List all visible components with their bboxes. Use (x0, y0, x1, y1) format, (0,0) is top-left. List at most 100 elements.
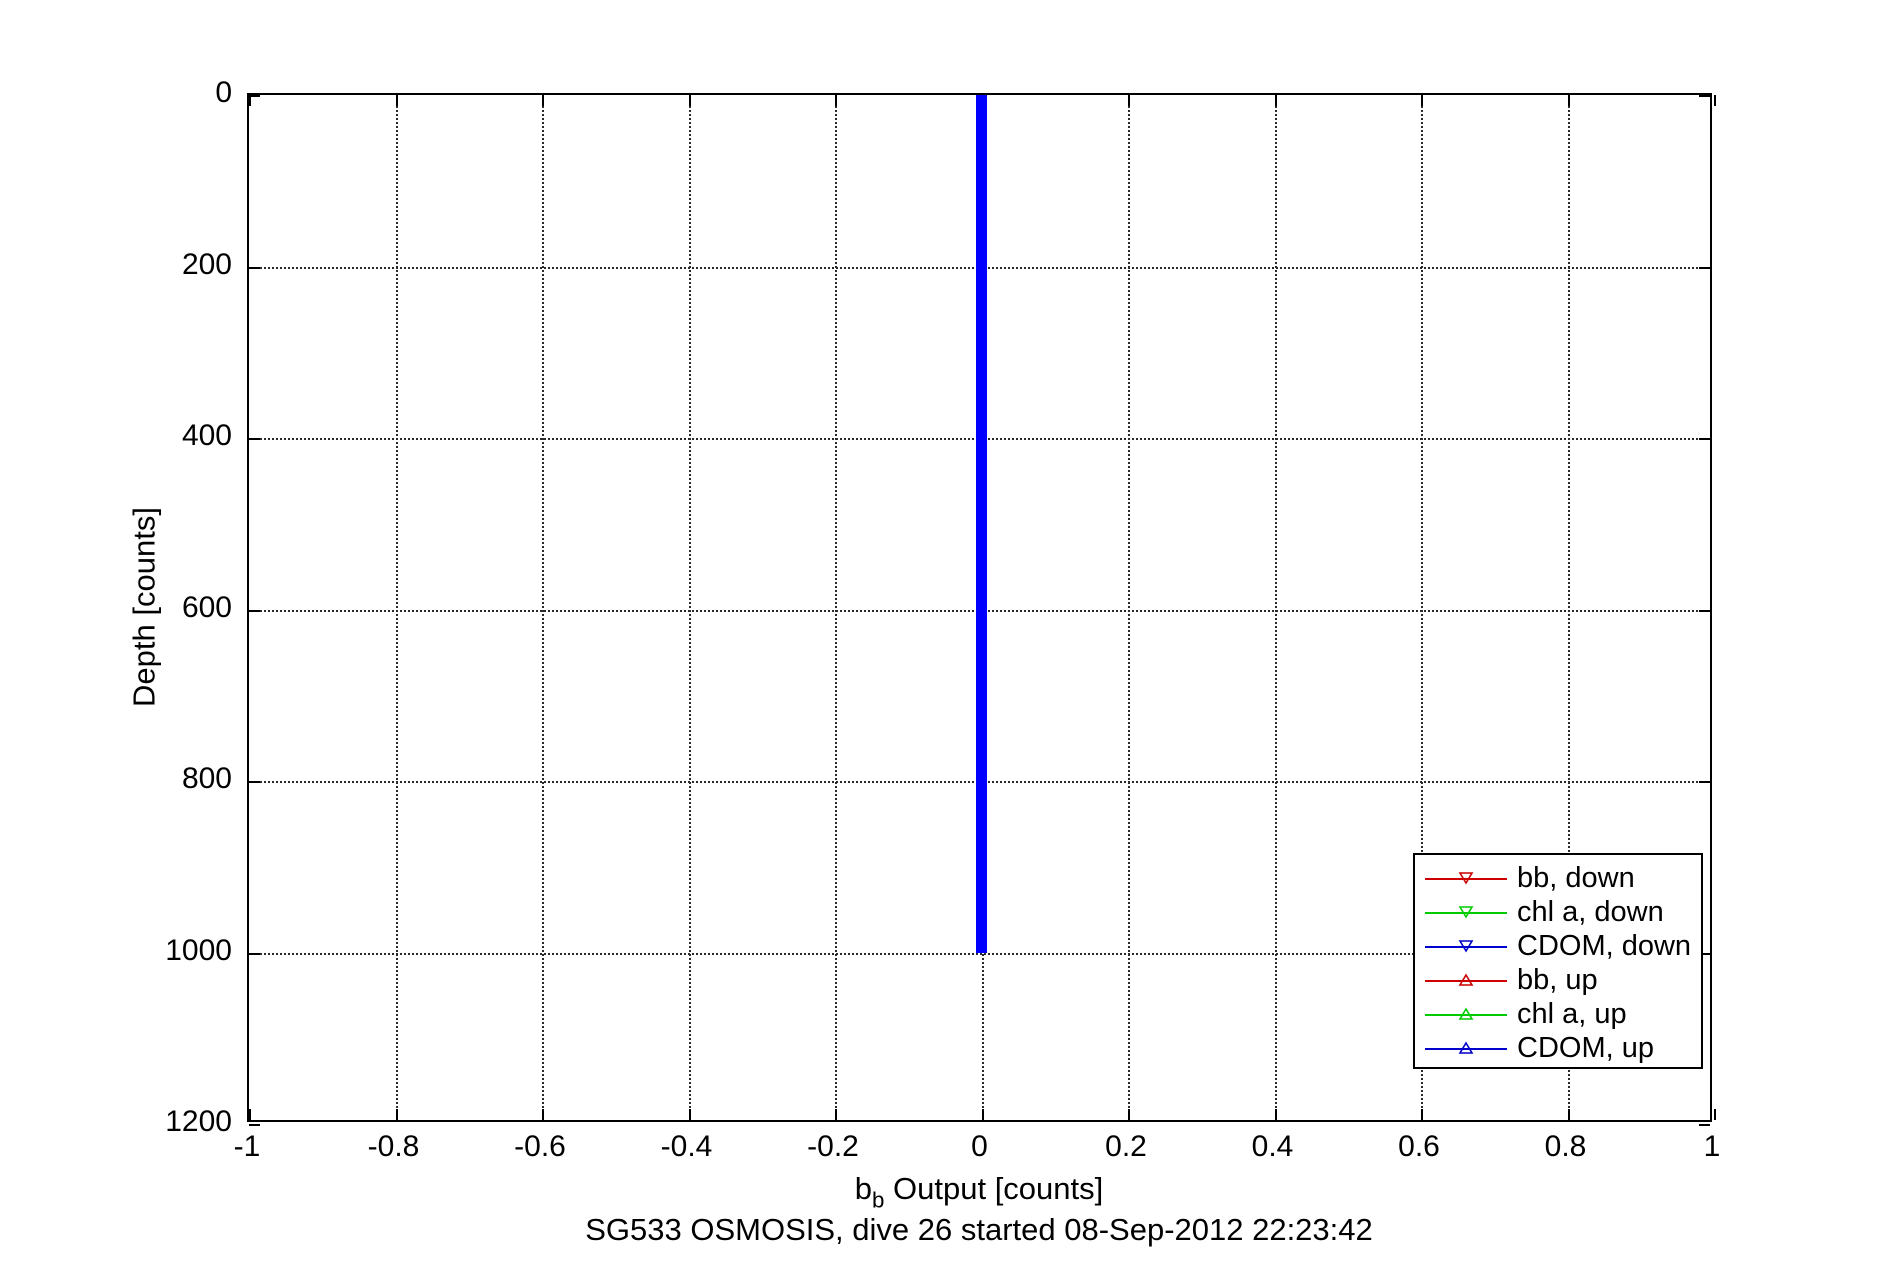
x-axis-tick-label: -0.2 (807, 1130, 859, 1163)
legend-line (1425, 1048, 1507, 1050)
x-axis-tick (249, 1109, 251, 1120)
x-axis-tick (1128, 95, 1130, 106)
x-axis-tick-label: -0.4 (660, 1130, 713, 1163)
y-axis-tick-label: 1000 (165, 933, 232, 967)
x-axis-tick (395, 1109, 398, 1120)
x-axis-tick (981, 1109, 984, 1120)
x-axis-tick (835, 95, 837, 106)
legend-line-sample (1425, 867, 1507, 889)
x-axis-tick (1714, 95, 1716, 106)
gridline-vertical (1274, 95, 1277, 1120)
x-axis-label-rest: Output [counts] (884, 1171, 1104, 1206)
y-axis-tick (249, 609, 260, 612)
x-axis-tick (1567, 1109, 1570, 1120)
y-axis-tick-label: 1200 (165, 1105, 232, 1138)
legend-line (1425, 946, 1507, 948)
legend-box[interactable]: bb, down chl a, down CDOM, down bb, up chl a… (1413, 853, 1703, 1069)
figure-caption: SG533 OSMOSIS, dive 26 started 08-Sep-20… (585, 1212, 1373, 1247)
legend-label: chl a, down (1517, 895, 1664, 928)
legend-line-sample (1425, 935, 1507, 957)
x-axis-tick-label: -0.6 (514, 1130, 566, 1163)
y-axis-tick-label: 0 (215, 76, 232, 109)
legend-line-sample (1425, 1037, 1507, 1059)
x-axis-label: bb Output [counts] (855, 1173, 1104, 1212)
y-axis-tick-label: 400 (181, 419, 232, 452)
legend-label: chl a, up (1517, 997, 1627, 1030)
x-axis-tick (688, 1109, 691, 1120)
legend-line-sample (1425, 1003, 1507, 1025)
y-axis-tick (249, 438, 260, 440)
x-axis-tick (1421, 1109, 1423, 1120)
y-axis-tick (249, 1124, 260, 1126)
x-axis-tick (542, 95, 544, 106)
x-axis-tick (1714, 1109, 1716, 1120)
legend-entry[interactable]: CDOM, up (1415, 1031, 1701, 1065)
x-axis-tick-label: 0 (971, 1130, 988, 1163)
gridline-vertical (395, 95, 398, 1120)
gridline-vertical (1567, 95, 1570, 1120)
x-axis-tick (542, 1109, 544, 1120)
x-axis-tick-label: 0.4 (1251, 1130, 1294, 1163)
y-axis-tick (1699, 1124, 1710, 1126)
legend-line (1425, 912, 1507, 914)
y-axis-tick (1699, 95, 1710, 97)
x-axis-tick (1128, 1109, 1130, 1120)
gridline-vertical (1421, 95, 1423, 1120)
triangle-up-icon (1458, 1040, 1474, 1056)
legend-line-sample (1425, 969, 1507, 991)
data-trace-band (975, 95, 988, 953)
x-axis-tick (1567, 95, 1570, 106)
gridline-vertical (1128, 95, 1130, 1120)
triangle-up-icon (1458, 972, 1474, 988)
legend-entry[interactable]: chl a, down (1415, 895, 1701, 929)
triangle-down-icon (1458, 904, 1474, 920)
y-axis-tick (249, 781, 260, 783)
x-axis-tick (835, 1109, 837, 1120)
legend-label: bb, down (1517, 861, 1635, 894)
y-axis-tick-label: 600 (181, 590, 232, 624)
triangle-down-icon (1458, 938, 1474, 954)
y-axis-tick (249, 95, 260, 97)
y-axis-tick (1699, 438, 1710, 440)
x-axis-tick-label: -1 (233, 1130, 261, 1163)
y-axis-tick (1699, 266, 1710, 269)
legend-line (1425, 878, 1507, 880)
y-axis-tick (249, 952, 260, 955)
x-axis-tick (1274, 1109, 1277, 1120)
gridline-vertical (542, 95, 544, 1120)
triangle-down-icon (1458, 870, 1474, 886)
legend-label: bb, up (1517, 963, 1598, 996)
y-axis-tick (1699, 952, 1710, 955)
y-axis-label: Depth [counts] (126, 507, 162, 707)
legend-entry[interactable]: CDOM, down (1415, 929, 1701, 963)
y-axis-tick (1699, 609, 1710, 612)
x-axis-tick (1421, 95, 1423, 106)
x-axis-tick-label: 0.8 (1544, 1130, 1587, 1163)
x-axis-tick (688, 95, 691, 106)
x-axis-label-subscript: b (871, 1187, 885, 1213)
y-axis-tick-label: 800 (181, 762, 232, 795)
x-axis-tick-label: -0.8 (367, 1130, 420, 1163)
gridline-vertical (835, 95, 837, 1120)
legend-label: CDOM, up (1517, 1031, 1654, 1064)
x-axis-tick (1274, 95, 1277, 106)
y-axis-tick-label: 200 (181, 247, 232, 281)
y-axis-tick (1699, 781, 1710, 783)
x-axis-tick (249, 95, 251, 106)
legend-line (1425, 1014, 1507, 1016)
y-axis-tick (249, 266, 260, 269)
legend-line-sample (1425, 901, 1507, 923)
legend-entry[interactable]: chl a, up (1415, 997, 1701, 1031)
legend-entry[interactable]: bb, down (1415, 861, 1701, 895)
legend-label: CDOM, down (1517, 929, 1692, 962)
x-axis-tick (395, 95, 398, 106)
gridline-vertical (688, 95, 691, 1120)
x-axis-tick-label: 0.6 (1398, 1130, 1440, 1163)
x-axis-tick-label: 1 (1703, 1130, 1721, 1163)
legend-entry[interactable]: bb, up (1415, 963, 1701, 997)
triangle-up-icon (1458, 1006, 1474, 1022)
x-axis-tick-label: 0.2 (1105, 1130, 1147, 1163)
x-axis-label-base: b (854, 1171, 872, 1206)
gridline-horizontal (249, 952, 1710, 955)
